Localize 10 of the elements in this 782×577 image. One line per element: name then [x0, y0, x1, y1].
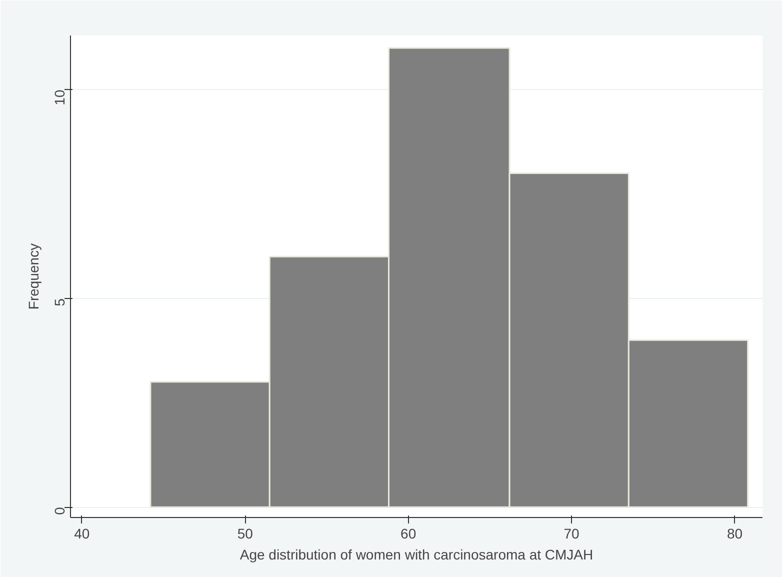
y-tick-label: 10 — [52, 90, 68, 106]
y-tick-label: 5 — [52, 298, 68, 306]
x-tick-label: 50 — [237, 526, 254, 542]
y-tick-label: 0 — [52, 506, 68, 515]
x-axis-title: Age distribution of women with carcinosaroma at CMJAH — [240, 546, 594, 562]
x-tick-label: 60 — [400, 526, 416, 542]
x-tick-label: 40 — [74, 526, 90, 542]
x-tick-label: 80 — [726, 526, 743, 542]
y-axis-title: Frequency — [26, 243, 42, 310]
x-tick-label: 70 — [564, 526, 580, 542]
